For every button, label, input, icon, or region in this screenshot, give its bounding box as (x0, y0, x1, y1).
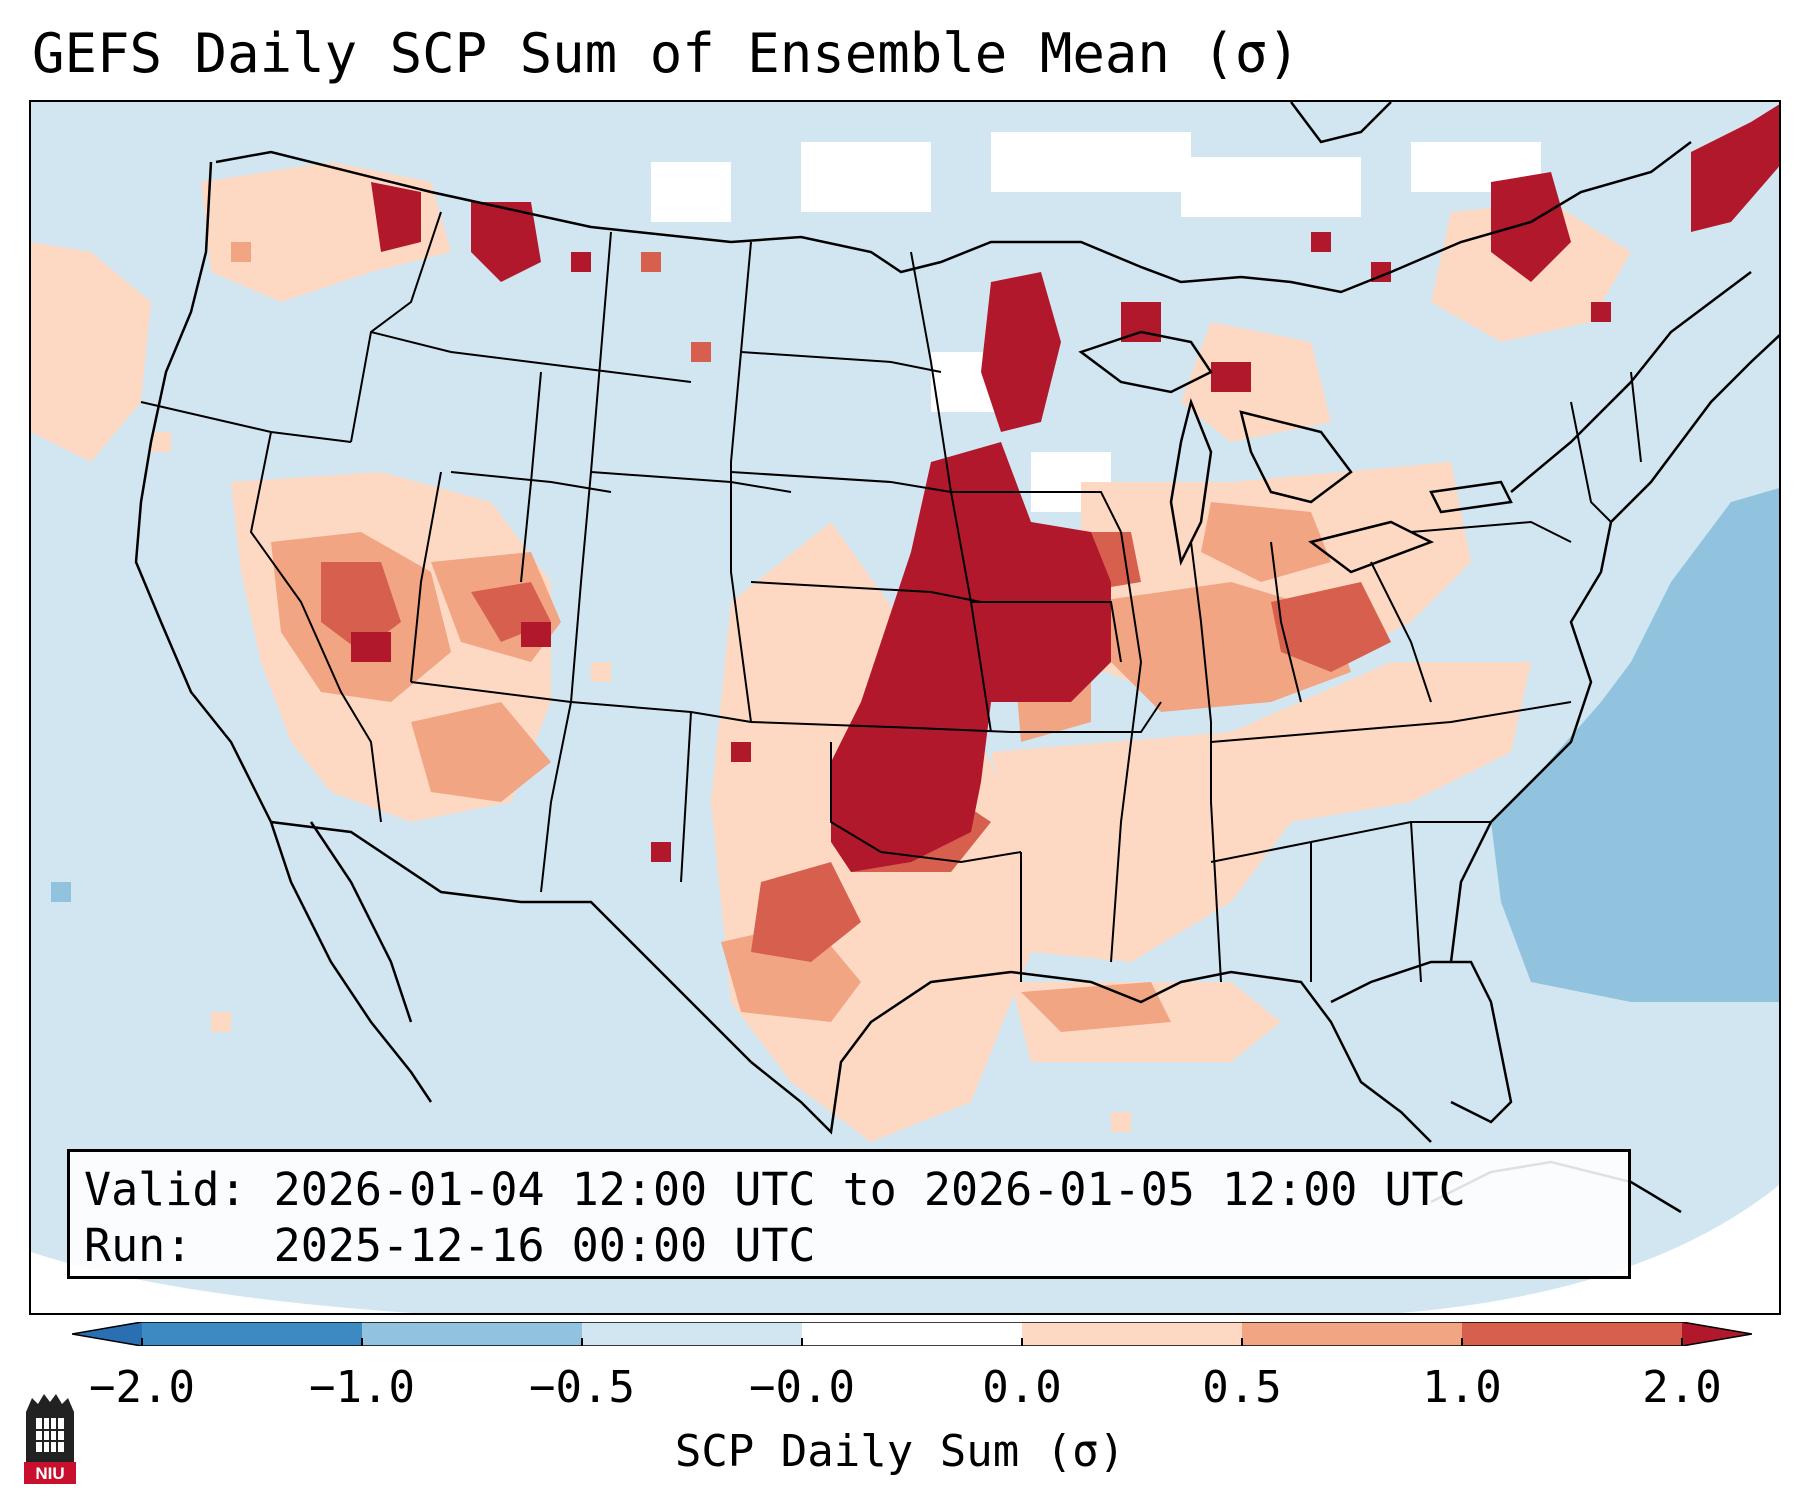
colorbar-segment (362, 1322, 583, 1346)
lake-ontario (1429, 480, 1513, 514)
st-lawrence (1510, 271, 1752, 493)
border-id-west (350, 211, 442, 443)
colorbar-tick-label: −0.0 (749, 1362, 855, 1413)
border-nv-ut (450, 471, 612, 493)
border-ks-ok (750, 721, 1012, 733)
map-panel: Valid: 2026-01-04 12:00 UTC to 2026-01-0… (29, 100, 1781, 1315)
lake-michigan (1169, 397, 1213, 566)
west-coast (134, 161, 273, 823)
colorbar (72, 1322, 1752, 1346)
colorbar-tick-label: 1.0 (1422, 1362, 1502, 1413)
colorbar-tick-label: 2.0 (1642, 1362, 1722, 1413)
run-line: Run: 2025-12-16 00:00 UTC (84, 1218, 1628, 1274)
border-ia-mo (971, 601, 1122, 663)
border-me-nh (1630, 371, 1642, 463)
border-tn-ky (1210, 701, 1572, 743)
border-ga-fl (1410, 821, 1422, 983)
colorbar-segment (1462, 1322, 1683, 1346)
canada-us-border (215, 141, 1692, 294)
colorbar-tick-label: −1.0 (309, 1362, 415, 1413)
border-ne-ks (750, 581, 982, 603)
field-near-zero (651, 132, 1541, 512)
colorbar-segment (582, 1322, 803, 1346)
east-coast (1449, 334, 1779, 963)
border-ms-river (1110, 531, 1143, 963)
valid-value: 2026-01-04 12:00 UTC to 2026-01-05 12:00… (273, 1163, 1466, 1216)
border-al-ga-sc (1210, 821, 1491, 863)
border-wv-va (1370, 561, 1432, 703)
colorbar-segment (802, 1322, 1023, 1346)
border-ca-nv (249, 431, 382, 823)
colorbar-extend-high (1682, 1322, 1752, 1346)
niu-logo-icon: NIU (24, 1394, 76, 1484)
colorbar-tick-label: 0.5 (1202, 1362, 1282, 1413)
border-az-nm (540, 701, 572, 893)
florida-coast (1330, 960, 1513, 1124)
field-extreme-positive (351, 104, 1779, 872)
colorbar-segment (1242, 1322, 1463, 1346)
colorbar-segment (1022, 1322, 1243, 1346)
niu-logo-text: NIU (35, 1464, 64, 1483)
run-value: 2025-12-16 00:00 UTC (273, 1219, 816, 1272)
colorbar-tick-label: −2.0 (89, 1362, 195, 1413)
border-ok-tx (830, 742, 1022, 864)
border-dakotas-west (730, 241, 752, 723)
border-vt-nh (1570, 401, 1612, 523)
border-nm-tx (680, 711, 692, 883)
border-nd-sd (740, 351, 942, 373)
colorbar-tick-label: −0.5 (529, 1362, 635, 1413)
mexico-us-border (270, 820, 752, 1063)
border-wy-west (520, 371, 542, 583)
border-sd-ne (730, 471, 952, 493)
border-oh-in (1270, 541, 1302, 703)
gulf-coast (750, 970, 1432, 1143)
border-ar-mo (1011, 701, 1162, 733)
border-az-nm-north (410, 681, 752, 723)
chart-title: GEFS Daily SCP Sum of Ensemble Mean (σ) (32, 22, 1300, 85)
border-ia-mn (951, 491, 1122, 533)
border-nv-ut-vert (410, 471, 442, 683)
lake-huron (1239, 410, 1353, 504)
valid-label: Valid: (84, 1163, 247, 1216)
valid-line: Valid: 2026-01-04 12:00 UTC to 2026-01-0… (84, 1162, 1628, 1218)
map-canvas (31, 102, 1779, 1313)
state-borders (140, 211, 1642, 983)
gulf-of-california (309, 821, 413, 1023)
speckles (51, 232, 1611, 1132)
field-negative-atlantic (1491, 488, 1779, 1002)
hudson-bay-coast (1290, 102, 1392, 144)
colorbar-tick-label: 0.0 (982, 1362, 1062, 1413)
colorbar-label: SCP Daily Sum (σ) (674, 1426, 1126, 1477)
border-pa-ny (1410, 520, 1572, 543)
baja-coast (269, 821, 433, 1103)
lake-erie (1308, 520, 1435, 574)
valid-run-info-box: Valid: 2026-01-04 12:00 UTC to 2026-01-0… (67, 1149, 1631, 1279)
run-label: Run: (84, 1219, 193, 1272)
lake-superior (1078, 330, 1213, 394)
colorbar-extend-low (72, 1322, 142, 1346)
border-id-mt-south (370, 331, 692, 383)
colorbar-segment (142, 1322, 363, 1346)
